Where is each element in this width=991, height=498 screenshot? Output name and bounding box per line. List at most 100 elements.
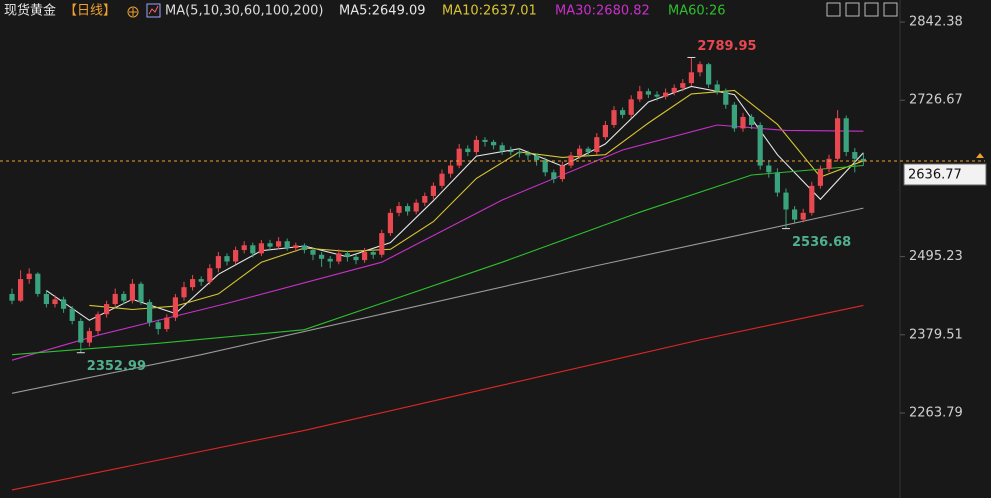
ma-icon[interactable] bbox=[146, 3, 161, 18]
ma-line bbox=[11, 124, 864, 361]
candle-body bbox=[809, 185, 815, 213]
candle bbox=[276, 237, 282, 250]
candle-body bbox=[370, 252, 376, 255]
candle bbox=[843, 115, 849, 157]
candle bbox=[809, 181, 815, 216]
candle-body bbox=[413, 202, 419, 212]
candle-body bbox=[499, 145, 505, 151]
candle bbox=[731, 102, 737, 132]
candle-body bbox=[327, 258, 333, 262]
candle bbox=[181, 281, 187, 301]
candle-body bbox=[164, 317, 170, 330]
candle-body bbox=[826, 158, 832, 169]
candle bbox=[319, 252, 325, 267]
candle bbox=[241, 241, 247, 254]
candle bbox=[379, 229, 385, 258]
tool-button[interactable] bbox=[826, 2, 841, 17]
candle-body bbox=[233, 250, 239, 262]
candle bbox=[491, 139, 497, 150]
candle-body bbox=[86, 331, 92, 343]
candle-body bbox=[190, 279, 196, 288]
ma-line bbox=[11, 304, 864, 491]
candle bbox=[594, 133, 600, 155]
y-tick-label: 2495.23 bbox=[909, 249, 963, 264]
y-tick-label: 2263.79 bbox=[909, 406, 963, 421]
candle-body bbox=[353, 256, 359, 261]
tool-button[interactable] bbox=[845, 2, 860, 17]
candle bbox=[792, 206, 798, 223]
candle bbox=[465, 145, 471, 157]
candle bbox=[852, 147, 858, 173]
candle bbox=[190, 275, 196, 291]
ma-params: MA(5,10,30,60,100,200) bbox=[165, 4, 323, 19]
tool-button[interactable] bbox=[883, 2, 898, 17]
candle-body bbox=[129, 283, 135, 301]
add-icon[interactable] bbox=[127, 6, 139, 18]
candle-body bbox=[35, 273, 41, 294]
candle bbox=[258, 239, 264, 257]
candle-body bbox=[783, 192, 789, 210]
candle bbox=[714, 80, 720, 95]
candle bbox=[774, 168, 780, 197]
candle bbox=[439, 169, 445, 189]
candle bbox=[430, 182, 436, 200]
candle-body bbox=[9, 293, 15, 301]
add-icon-circle bbox=[127, 6, 139, 18]
candle bbox=[637, 85, 643, 103]
candle-body bbox=[723, 91, 729, 105]
candle-body bbox=[319, 254, 325, 259]
last-price-label: 2636.77 bbox=[908, 167, 962, 182]
candle-body bbox=[224, 256, 230, 262]
candle-body bbox=[852, 152, 858, 159]
candle bbox=[35, 272, 41, 297]
candle-body bbox=[422, 195, 428, 203]
candle-body bbox=[663, 92, 669, 97]
candle-body bbox=[448, 165, 454, 174]
candle bbox=[387, 208, 393, 236]
candle bbox=[95, 311, 101, 335]
candle bbox=[26, 268, 32, 284]
candle bbox=[104, 300, 110, 318]
candle-body bbox=[800, 212, 806, 220]
candle bbox=[78, 318, 84, 353]
candle-body bbox=[740, 116, 746, 129]
candle bbox=[121, 291, 127, 305]
candle-body bbox=[69, 308, 75, 321]
chart-title: 现货黄金 bbox=[4, 3, 56, 19]
candle-body bbox=[43, 293, 49, 305]
candle bbox=[723, 88, 729, 109]
candle bbox=[413, 199, 419, 215]
candle-body bbox=[138, 283, 144, 303]
candle bbox=[224, 253, 230, 266]
candle bbox=[9, 288, 15, 305]
candle bbox=[525, 150, 531, 161]
candle bbox=[267, 239, 273, 251]
candle-body bbox=[860, 158, 866, 161]
candle-body bbox=[749, 116, 755, 126]
period-label[interactable]: 【日线】 bbox=[64, 4, 116, 19]
candle-body bbox=[688, 72, 694, 84]
candle-body bbox=[628, 99, 634, 115]
candle-body bbox=[250, 245, 256, 254]
tool-button[interactable] bbox=[864, 2, 879, 17]
candle bbox=[172, 293, 178, 321]
candle-body bbox=[121, 293, 127, 301]
candle bbox=[602, 120, 608, 140]
candle-body bbox=[611, 110, 617, 126]
candle-body bbox=[671, 87, 677, 93]
last-price-box bbox=[903, 163, 987, 186]
candle-body bbox=[430, 185, 436, 196]
candle-body bbox=[379, 233, 385, 255]
candle-body bbox=[18, 279, 24, 301]
candle-body bbox=[284, 241, 290, 248]
candle-body bbox=[491, 141, 497, 146]
candle bbox=[697, 61, 703, 77]
ma-line bbox=[89, 89, 864, 311]
candle bbox=[344, 250, 350, 262]
candle bbox=[835, 110, 841, 162]
candle bbox=[826, 154, 832, 173]
candle-body bbox=[620, 110, 626, 115]
candle bbox=[198, 276, 204, 286]
candle-body bbox=[61, 299, 67, 309]
